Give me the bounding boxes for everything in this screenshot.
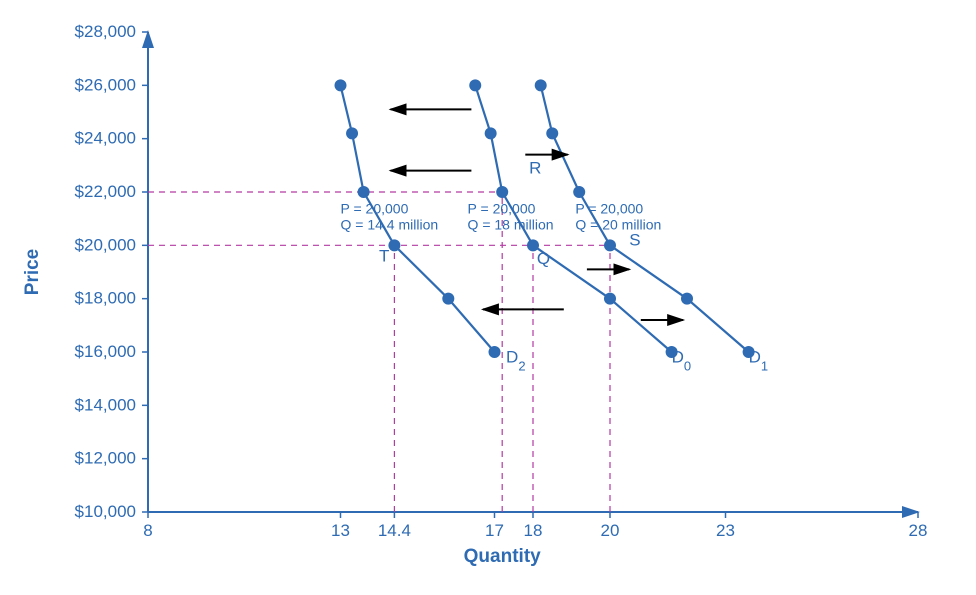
data-point: [489, 346, 501, 358]
y-tick-label: $22,000: [75, 182, 136, 201]
data-point: [485, 127, 497, 139]
data-point: [604, 239, 616, 251]
x-tick-label: 28: [909, 521, 928, 540]
point-label-Q: Q: [537, 249, 550, 268]
y-tick-label: $14,000: [75, 395, 136, 414]
y-tick-label: $10,000: [75, 502, 136, 521]
svg-text:Q = 20 million: Q = 20 million: [575, 216, 661, 232]
y-tick-label: $12,000: [75, 449, 136, 468]
y-tick-label: $24,000: [75, 129, 136, 148]
point-label-R: R: [529, 158, 541, 177]
y-tick-label: $26,000: [75, 75, 136, 94]
x-tick-label: 20: [601, 521, 620, 540]
x-tick-label: 18: [524, 521, 543, 540]
data-point: [535, 79, 547, 91]
x-axis-label: Quantity: [464, 546, 541, 567]
svg-text:P = 20,000: P = 20,000: [341, 200, 409, 216]
data-point: [442, 293, 454, 305]
y-tick-label: $28,000: [75, 22, 136, 41]
x-tick-label: 8: [143, 521, 152, 540]
point-label-T: T: [379, 246, 389, 265]
x-tick-label: 23: [716, 521, 735, 540]
data-point: [388, 239, 400, 251]
svg-text:Q = 18 million: Q = 18 million: [468, 216, 554, 232]
svg-text:P = 20,000: P = 20,000: [468, 200, 536, 216]
data-point: [469, 79, 481, 91]
point-label-S: S: [629, 230, 640, 249]
svg-text:P = 20,000: P = 20,000: [575, 200, 643, 216]
data-point: [681, 293, 693, 305]
x-tick-label: 13: [331, 521, 350, 540]
y-tick-label: $20,000: [75, 235, 136, 254]
data-point: [496, 186, 508, 198]
y-tick-label: $16,000: [75, 342, 136, 361]
data-point: [604, 293, 616, 305]
svg-text:Q = 14.4 million: Q = 14.4 million: [341, 216, 439, 232]
plot-background: [0, 0, 976, 595]
demand-shift-chart: $10,000 $12,000 $14,000 $16,000 $18,000 $20,0…: [0, 0, 976, 595]
data-point: [546, 127, 558, 139]
y-axis-label: Price: [22, 249, 43, 295]
x-tick-label: 17: [485, 521, 504, 540]
data-point: [358, 186, 370, 198]
x-tick-label: 14.4: [378, 521, 411, 540]
data-point: [346, 127, 358, 139]
data-point: [573, 186, 585, 198]
data-point: [335, 79, 347, 91]
y-tick-label: $18,000: [75, 289, 136, 308]
